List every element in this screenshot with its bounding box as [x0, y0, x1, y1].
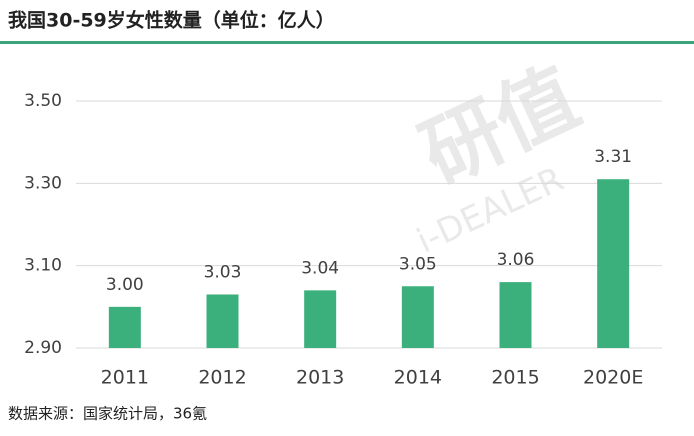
y-tick-label: 3.30: [24, 173, 62, 193]
source-note: 数据来源：国家统计局，36氪: [8, 405, 207, 423]
x-tick-label: 2011: [101, 367, 149, 389]
x-tick-label: 2013: [296, 367, 344, 389]
value-label: 3.05: [399, 254, 437, 274]
x-tick-label: 2014: [394, 367, 442, 389]
bar: [401, 286, 434, 348]
value-label: 3.06: [497, 250, 535, 270]
bar: [108, 306, 141, 348]
chart-title: 我国30-59岁女性数量（单位：亿人）: [8, 9, 335, 32]
y-tick-label: 3.10: [24, 256, 62, 276]
value-label: 3.00: [106, 275, 144, 295]
x-tick-label: 2012: [198, 367, 246, 389]
bar: [206, 294, 239, 348]
value-label: 3.31: [594, 147, 632, 167]
watermark-text: 研值: [408, 50, 592, 202]
bar: [597, 179, 630, 348]
y-tick-label: 3.50: [24, 91, 62, 111]
watermark: 研值 i-DEALER: [408, 50, 592, 262]
y-tick-label: 2.90: [24, 338, 62, 358]
value-label: 3.03: [204, 262, 242, 282]
value-label: 3.04: [301, 258, 339, 278]
x-tick-label: 2015: [491, 367, 539, 389]
x-tick-label: 2020E: [583, 367, 643, 389]
bar: [499, 282, 532, 348]
title-rule: [0, 41, 694, 44]
bar: [304, 290, 337, 348]
